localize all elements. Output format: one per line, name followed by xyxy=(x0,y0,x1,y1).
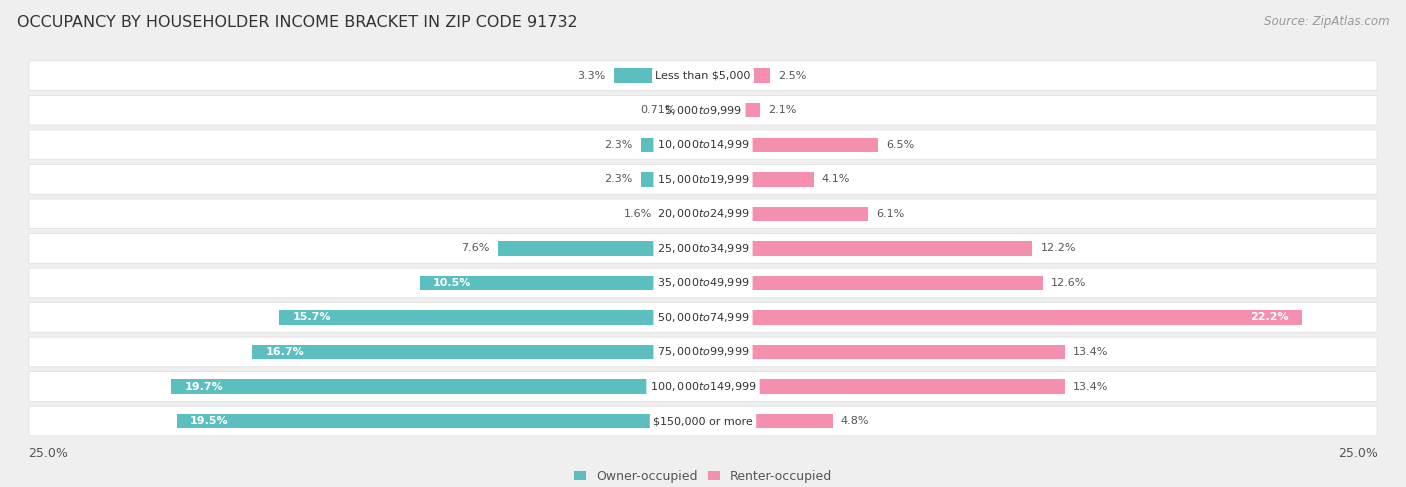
Text: 12.6%: 12.6% xyxy=(1052,278,1087,288)
FancyBboxPatch shape xyxy=(30,61,1376,91)
Text: 6.1%: 6.1% xyxy=(876,209,904,219)
Bar xyxy=(703,310,1302,325)
Bar xyxy=(659,206,703,221)
Text: 25.0%: 25.0% xyxy=(28,447,67,460)
Text: 2.1%: 2.1% xyxy=(768,105,796,115)
Text: $5,000 to $9,999: $5,000 to $9,999 xyxy=(664,104,742,117)
Text: $75,000 to $99,999: $75,000 to $99,999 xyxy=(657,345,749,358)
FancyBboxPatch shape xyxy=(30,372,1376,401)
Text: 19.7%: 19.7% xyxy=(184,381,224,392)
Bar xyxy=(498,241,703,256)
Text: $100,000 to $149,999: $100,000 to $149,999 xyxy=(650,380,756,393)
FancyBboxPatch shape xyxy=(30,165,1376,194)
Text: 6.5%: 6.5% xyxy=(887,140,915,150)
Bar xyxy=(177,414,703,428)
Text: 22.2%: 22.2% xyxy=(1250,313,1289,322)
Text: 0.71%: 0.71% xyxy=(640,105,676,115)
Text: 2.3%: 2.3% xyxy=(605,140,633,150)
Text: OCCUPANCY BY HOUSEHOLDER INCOME BRACKET IN ZIP CODE 91732: OCCUPANCY BY HOUSEHOLDER INCOME BRACKET … xyxy=(17,15,578,30)
Bar xyxy=(419,276,703,290)
Text: Less than $5,000: Less than $5,000 xyxy=(655,71,751,81)
Bar xyxy=(703,103,759,117)
FancyBboxPatch shape xyxy=(30,406,1376,436)
Bar xyxy=(703,69,770,83)
Text: 16.7%: 16.7% xyxy=(266,347,305,357)
Text: 2.3%: 2.3% xyxy=(605,174,633,184)
Text: 4.1%: 4.1% xyxy=(821,174,851,184)
Text: $150,000 or more: $150,000 or more xyxy=(654,416,752,426)
Bar xyxy=(703,172,814,187)
Text: $50,000 to $74,999: $50,000 to $74,999 xyxy=(657,311,749,324)
Text: 13.4%: 13.4% xyxy=(1073,381,1108,392)
Text: $20,000 to $24,999: $20,000 to $24,999 xyxy=(657,207,749,220)
Bar xyxy=(703,137,879,152)
Legend: Owner-occupied, Renter-occupied: Owner-occupied, Renter-occupied xyxy=(571,467,835,485)
Text: 2.5%: 2.5% xyxy=(779,71,807,81)
Text: $35,000 to $49,999: $35,000 to $49,999 xyxy=(657,277,749,289)
Bar xyxy=(703,414,832,428)
FancyBboxPatch shape xyxy=(30,268,1376,298)
Text: 10.5%: 10.5% xyxy=(433,278,471,288)
Text: $10,000 to $14,999: $10,000 to $14,999 xyxy=(657,138,749,151)
Bar xyxy=(614,69,703,83)
Text: 15.7%: 15.7% xyxy=(292,313,332,322)
Text: 25.0%: 25.0% xyxy=(1339,447,1378,460)
Bar xyxy=(280,310,703,325)
Bar xyxy=(703,379,1064,394)
Bar xyxy=(172,379,703,394)
FancyBboxPatch shape xyxy=(30,302,1376,332)
FancyBboxPatch shape xyxy=(30,234,1376,263)
FancyBboxPatch shape xyxy=(30,95,1376,125)
Text: 19.5%: 19.5% xyxy=(190,416,229,426)
Text: 12.2%: 12.2% xyxy=(1040,244,1076,253)
Bar xyxy=(641,137,703,152)
Bar xyxy=(683,103,703,117)
Bar xyxy=(703,206,868,221)
Text: 4.8%: 4.8% xyxy=(841,416,869,426)
FancyBboxPatch shape xyxy=(30,337,1376,367)
Text: 7.6%: 7.6% xyxy=(461,244,489,253)
Bar xyxy=(641,172,703,187)
Bar xyxy=(703,345,1064,359)
FancyBboxPatch shape xyxy=(30,130,1376,160)
Text: $25,000 to $34,999: $25,000 to $34,999 xyxy=(657,242,749,255)
Text: 1.6%: 1.6% xyxy=(623,209,652,219)
Bar xyxy=(252,345,703,359)
Text: 3.3%: 3.3% xyxy=(578,71,606,81)
Text: Source: ZipAtlas.com: Source: ZipAtlas.com xyxy=(1264,15,1389,28)
Text: 13.4%: 13.4% xyxy=(1073,347,1108,357)
FancyBboxPatch shape xyxy=(30,199,1376,229)
Bar xyxy=(703,241,1032,256)
Bar xyxy=(703,276,1043,290)
Text: $15,000 to $19,999: $15,000 to $19,999 xyxy=(657,173,749,186)
